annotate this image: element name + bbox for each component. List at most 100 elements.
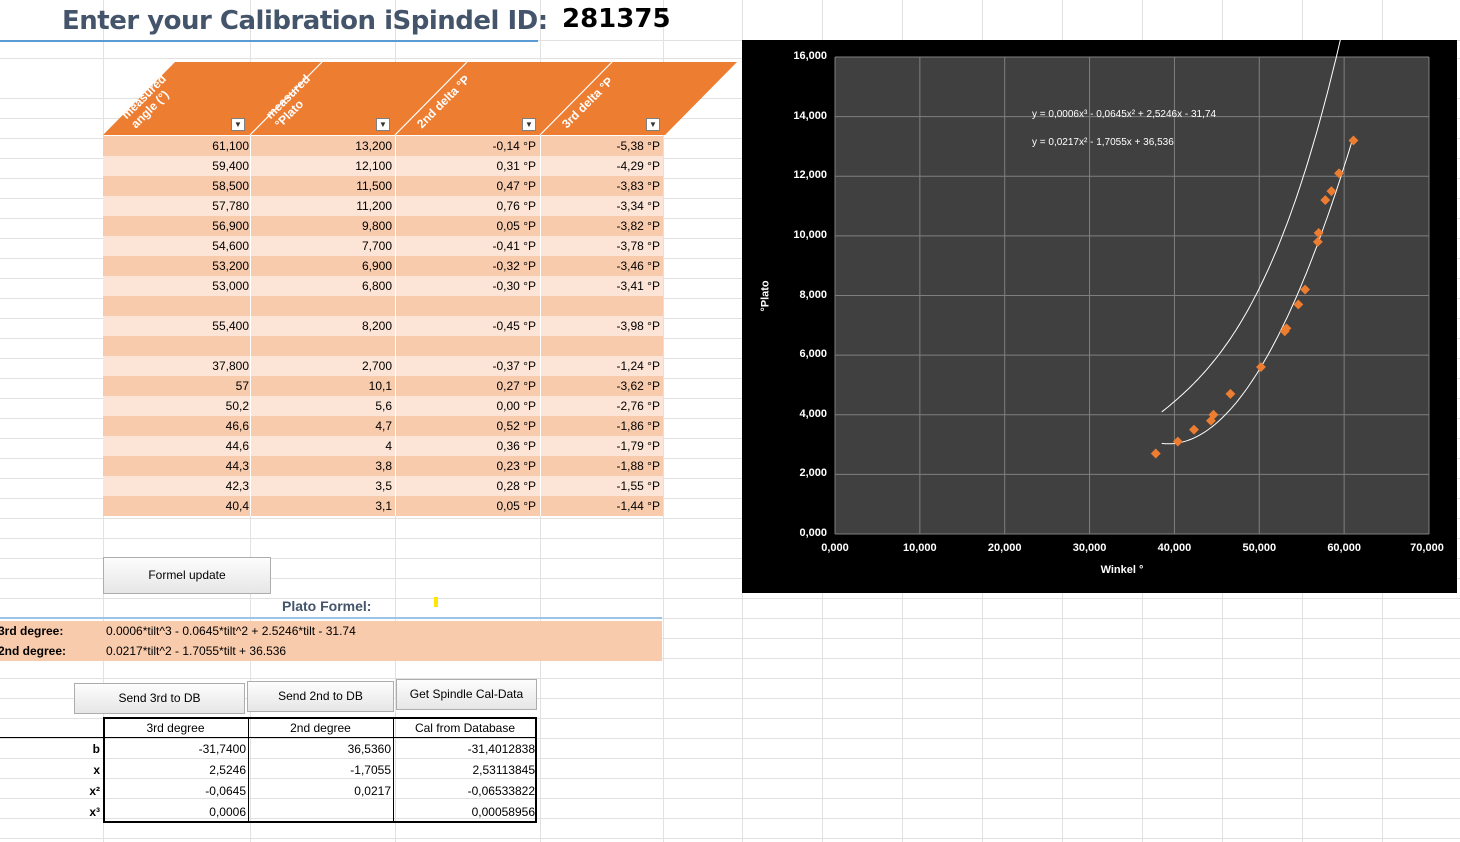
table-cell[interactable]: 0,00 °P	[496, 399, 537, 413]
table-cell[interactable]: 42,3	[225, 479, 249, 493]
table-cell[interactable]: 7,700	[361, 239, 392, 253]
table-cell[interactable]: -1,79 °P	[616, 439, 661, 453]
coef-cell[interactable]: 0,0006	[209, 805, 246, 819]
table-cell[interactable]: 59,400	[212, 159, 249, 173]
table-cell[interactable]: -0,37 °P	[492, 359, 537, 373]
table-cell[interactable]: 44,3	[225, 459, 249, 473]
table-row: 40,4 3,1 0,05 °P -1,44 °P	[103, 496, 663, 516]
table-cell[interactable]: -4,29 °P	[616, 159, 661, 173]
table-cell[interactable]: 0,36 °P	[496, 439, 537, 453]
get-spindle-cal-data-button[interactable]: Get Spindle Cal-Data	[396, 679, 537, 710]
calibration-id-cell[interactable]: 281375	[562, 4, 671, 34]
table-cell[interactable]: 6,800	[361, 279, 392, 293]
table-cell[interactable]: -3,46 °P	[616, 259, 661, 273]
table-cell[interactable]: 13,200	[355, 139, 392, 153]
table-cell[interactable]: -1,24 °P	[616, 359, 661, 373]
table-cell[interactable]: -0,32 °P	[492, 259, 537, 273]
table-cell[interactable]: -0,45 °P	[492, 319, 537, 333]
table-cell[interactable]: 53,200	[212, 259, 249, 273]
chart-trendline	[1161, 0, 1350, 413]
table-cell[interactable]: 0,27 °P	[496, 379, 537, 393]
table-cell[interactable]: -1,44 °P	[616, 499, 661, 513]
table-cell[interactable]: -0,41 °P	[492, 239, 537, 253]
filter-dropdown-icon[interactable]: ▼	[646, 118, 660, 131]
table-cell[interactable]: -3,41 °P	[616, 279, 661, 293]
coef-cell[interactable]: 2,53113845	[472, 763, 535, 777]
formel-3rd-label: 3rd degree:	[0, 624, 64, 638]
table-cell[interactable]: 0,31 °P	[496, 159, 537, 173]
table-cell[interactable]: 5,6	[375, 399, 392, 413]
table-cell[interactable]: 12,100	[355, 159, 392, 173]
table-row: 53,000 6,800 -0,30 °P -3,41 °P	[103, 276, 663, 296]
table-cell[interactable]: 54,600	[212, 239, 249, 253]
table-cell[interactable]: 10,1	[368, 379, 392, 393]
table-cell[interactable]: 0,23 °P	[496, 459, 537, 473]
filter-dropdown-icon[interactable]: ▼	[522, 118, 536, 131]
table-cell[interactable]: 2,700	[361, 359, 392, 373]
coef-cell[interactable]: -0,06533822	[467, 784, 535, 798]
table-cell[interactable]: -3,62 °P	[616, 379, 661, 393]
table-cell[interactable]: 3,8	[375, 459, 392, 473]
table-cell[interactable]: 50,2	[225, 399, 249, 413]
table-cell[interactable]: 0,28 °P	[496, 479, 537, 493]
coef-cell[interactable]: -1,7055	[350, 763, 391, 777]
table-cell[interactable]: 0,05 °P	[496, 219, 537, 233]
coef-cell[interactable]	[248, 801, 391, 822]
table-cell[interactable]: 11,200	[356, 199, 392, 213]
table-cell[interactable]: 0,47 °P	[496, 179, 537, 193]
formel-update-button[interactable]: Formel update	[103, 557, 271, 594]
table-cell[interactable]: -2,76 °P	[616, 399, 661, 413]
table-row: 42,3 3,5 0,28 °P -1,55 °P	[103, 476, 663, 496]
table-cell[interactable]: -0,14 °P	[492, 139, 537, 153]
page-title: Enter your Calibration iSpindel ID:	[62, 6, 548, 36]
coef-cell[interactable]: 2,5246	[209, 763, 246, 777]
table-cell[interactable]: -3,98 °P	[616, 319, 661, 333]
table-cell[interactable]: -3,34 °P	[616, 199, 661, 213]
table-cell[interactable]: 55,400	[212, 319, 249, 333]
table-cell[interactable]: 46,6	[225, 419, 249, 433]
table-cell[interactable]: 58,500	[212, 179, 249, 193]
formel-3rd-value[interactable]: 0.0006*tilt^3 - 0.0645*tilt^2 + 2.5246*t…	[106, 624, 356, 638]
table-cell[interactable]: 57	[235, 379, 249, 393]
table-cell[interactable]: 53,000	[212, 279, 249, 293]
coef-cell[interactable]: -31,4012838	[467, 742, 535, 756]
coef-cell[interactable]: 36,5360	[347, 742, 391, 756]
table-cell[interactable]: 9,800	[361, 219, 392, 233]
coef-cell[interactable]: 0,00058956	[471, 805, 535, 819]
coef-cell[interactable]: -31,7400	[198, 742, 246, 756]
table-cell[interactable]: -0,30 °P	[492, 279, 537, 293]
table-cell[interactable]: 61,100	[212, 139, 249, 153]
filter-dropdown-icon[interactable]: ▼	[376, 118, 390, 131]
table-cell[interactable]: 44,6	[225, 439, 249, 453]
table-cell[interactable]: 56,900	[212, 219, 249, 233]
formel-2nd-value[interactable]: 0.0217*tilt^2 - 1.7055*tilt + 36.536	[106, 644, 287, 658]
table-cell[interactable]: 0,52 °P	[496, 419, 537, 433]
table-cell[interactable]: 4	[385, 439, 392, 453]
table-cell[interactable]: 4,7	[375, 419, 392, 433]
cell-divider	[540, 316, 541, 336]
table-cell[interactable]: 37,800	[212, 359, 249, 373]
table-cell[interactable]: 8,200	[361, 319, 392, 333]
table-cell[interactable]: 3,1	[375, 499, 392, 513]
table-cell[interactable]: -1,55 °P	[616, 479, 661, 493]
coef-cell[interactable]: 0,0217	[354, 784, 391, 798]
table-cell[interactable]: -1,86 °P	[616, 419, 661, 433]
table-cell[interactable]: -3,82 °P	[616, 219, 661, 233]
table-cell[interactable]: 6,900	[361, 259, 392, 273]
table-cell[interactable]: 0,76 °P	[496, 199, 537, 213]
table-cell[interactable]: -3,83 °P	[616, 179, 661, 193]
table-cell[interactable]: 0,05 °P	[496, 499, 537, 513]
table-cell[interactable]: -5,38 °P	[616, 139, 661, 153]
coef-cell[interactable]: -0,0645	[205, 784, 246, 798]
calibration-chart[interactable]: 0,000 2,000 4,000 6,000 8,000 10,000 12,000 14,…	[742, 0, 1457, 593]
send-2nd-to-db-button[interactable]: Send 2nd to DB	[247, 681, 394, 712]
table-cell[interactable]: 11,500	[356, 179, 392, 193]
filter-dropdown-icon[interactable]: ▼	[231, 118, 245, 131]
table-cell[interactable]: -1,88 °P	[616, 459, 661, 473]
table-cell[interactable]: 3,5	[375, 479, 392, 493]
table-cell[interactable]: 57,780	[212, 199, 249, 213]
table-cell[interactable]: -3,78 °P	[616, 239, 661, 253]
table-cell[interactable]: 40,4	[225, 499, 249, 513]
cell-divider	[540, 336, 541, 356]
send-3rd-to-db-button[interactable]: Send 3rd to DB	[74, 683, 245, 714]
